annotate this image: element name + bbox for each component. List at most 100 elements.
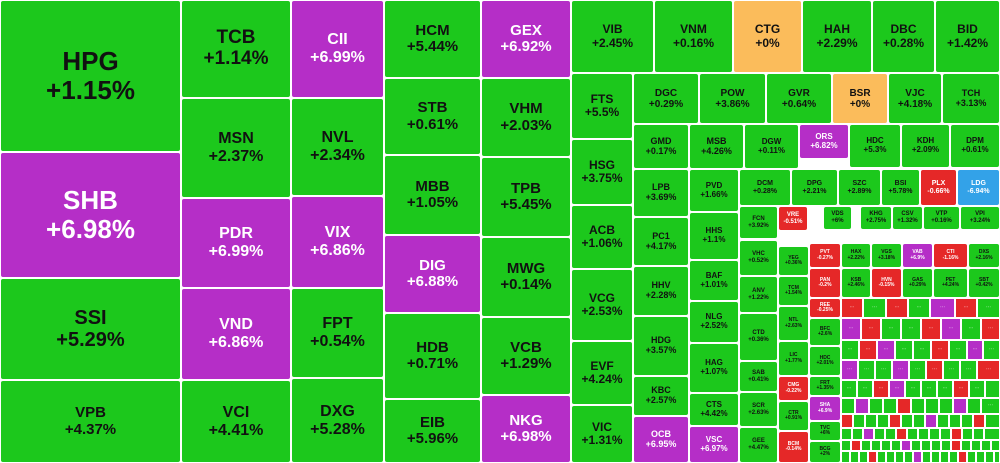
treemap-cell-tch-43[interactable]: TCH +3.13% — [942, 73, 1000, 124]
treemap-tiny-cell[interactable] — [951, 428, 962, 440]
treemap-tiny-cell[interactable] — [895, 451, 904, 463]
treemap-cell-shb-1[interactable]: SHB +6.98% — [0, 152, 181, 278]
treemap-tiny-cell[interactable] — [921, 440, 931, 451]
treemap-cell-vhc-71[interactable]: VHC +0.52% — [739, 240, 778, 276]
treemap-cell-vre-77[interactable]: VRE -0.51% — [778, 206, 808, 231]
treemap-tiny-cell[interactable]: ··· — [859, 340, 877, 360]
treemap-tiny-cell[interactable] — [940, 428, 951, 440]
treemap-tiny-cell[interactable] — [984, 428, 1000, 440]
treemap-tiny-cell[interactable]: ··· — [969, 380, 985, 398]
treemap-cell-vtp-81[interactable]: VTP +0.16% — [923, 206, 960, 230]
treemap-tiny-cell[interactable] — [901, 414, 913, 428]
treemap-cell-vix-11[interactable]: VIX +6.86% — [291, 196, 384, 288]
treemap-tiny-cell[interactable]: ··· — [858, 360, 875, 380]
treemap-tiny-cell[interactable]: ··· — [892, 360, 909, 380]
treemap-tiny-cell[interactable] — [874, 428, 885, 440]
treemap-cell-ntl-85[interactable]: NTL +2.63% — [778, 306, 809, 341]
treemap-tiny-cell[interactable]: ··· — [905, 380, 921, 398]
treemap-cell-dxs-95[interactable]: DXS +2.16% — [968, 243, 1000, 268]
treemap-cell-hax-91[interactable]: HAX +2.22% — [841, 243, 871, 268]
treemap-cell-vds-78[interactable]: VDS +6% — [823, 206, 852, 230]
treemap-cell-bsr-41[interactable]: BSR +0% — [832, 73, 888, 124]
treemap-cell-ors-47[interactable]: ORS +6.82% — [799, 124, 849, 159]
treemap-cell-cts-62[interactable]: CTS +4.42% — [689, 393, 739, 426]
treemap-tiny-cell[interactable]: ··· — [977, 298, 1000, 318]
treemap-tiny-cell[interactable] — [904, 451, 913, 463]
treemap-tiny-cell[interactable]: ··· — [955, 298, 977, 318]
treemap-tiny-cell[interactable] — [971, 440, 981, 451]
treemap-cell-kbc-55[interactable]: KBC +2.57% — [633, 376, 689, 416]
treemap-tiny-cell[interactable]: ··· — [908, 298, 930, 318]
treemap-cell-vgs-92[interactable]: VGS +3.18% — [871, 243, 902, 268]
treemap-tiny-cell[interactable] — [913, 414, 925, 428]
treemap-tiny-cell[interactable]: ··· — [937, 380, 953, 398]
treemap-tiny-cell[interactable] — [949, 451, 958, 463]
treemap-cell-sha-106[interactable]: SHA +6.9% — [809, 396, 841, 421]
treemap-tiny-cell[interactable] — [994, 451, 1000, 463]
treemap-tiny-cell[interactable]: ··· — [841, 318, 861, 340]
treemap-cell-pow-39[interactable]: POW +3.86% — [699, 73, 766, 124]
treemap-tiny-cell[interactable] — [973, 428, 984, 440]
treemap-cell-acb-34[interactable]: ACB +1.06% — [571, 205, 633, 269]
treemap-cell-ctd-73[interactable]: CTD +0.36% — [739, 313, 778, 361]
treemap-cell-dig-17[interactable]: DIG +6.88% — [384, 235, 481, 313]
treemap-tiny-cell[interactable]: ··· — [909, 360, 926, 380]
treemap-tiny-cell[interactable] — [841, 398, 855, 414]
treemap-tiny-cell[interactable]: ··· — [943, 360, 960, 380]
treemap-tiny-cell[interactable] — [925, 414, 937, 428]
treemap-cell-eib-19[interactable]: EIB +5.96% — [384, 399, 481, 463]
treemap-cell-vci-8[interactable]: VCI +4.41% — [181, 380, 291, 463]
treemap-cell-ctr-88[interactable]: CTR +0.91% — [778, 401, 809, 431]
treemap-cell-baf-59[interactable]: BAF +1.01% — [689, 260, 739, 301]
treemap-cell-nlg-60[interactable]: NLG +2.52% — [689, 301, 739, 343]
treemap-cell-sbt-101[interactable]: SBT +0.42% — [968, 268, 1000, 298]
treemap-cell-dbc-30[interactable]: DBC +0.28% — [872, 0, 935, 73]
treemap-cell-bcm-89[interactable]: BCM -0.14% — [778, 431, 809, 463]
treemap-cell-cti-94[interactable]: CTI -1.16% — [933, 243, 968, 268]
treemap-tiny-cell[interactable]: ··· — [921, 380, 937, 398]
treemap-cell-ocb-56[interactable]: OCB +6.95% — [633, 416, 689, 463]
treemap-tiny-cell[interactable] — [961, 440, 971, 451]
treemap-tiny-cell[interactable] — [889, 414, 901, 428]
treemap-cell-plx-68[interactable]: PLX -0.66% — [920, 169, 957, 206]
treemap-cell-hcm-14[interactable]: HCM +5.44% — [384, 0, 481, 78]
treemap-tiny-cell[interactable] — [886, 451, 895, 463]
treemap-tiny-cell[interactable] — [922, 451, 931, 463]
treemap-tiny-cell[interactable] — [973, 414, 985, 428]
treemap-cell-hpg-0[interactable]: HPG +1.15% — [0, 0, 181, 152]
treemap-tiny-cell[interactable]: ··· — [901, 318, 921, 340]
treemap-tiny-cell[interactable] — [859, 451, 868, 463]
treemap-tiny-cell[interactable]: ··· — [977, 360, 1000, 380]
treemap-cell-dgc-38[interactable]: DGC +0.29% — [633, 73, 699, 124]
treemap-tiny-cell[interactable] — [865, 414, 877, 428]
treemap-tiny-cell[interactable] — [949, 414, 961, 428]
treemap-tiny-cell[interactable]: ··· — [913, 340, 931, 360]
treemap-tiny-cell[interactable] — [925, 398, 939, 414]
treemap-cell-ksb-97[interactable]: KSB +2.46% — [841, 268, 871, 298]
treemap-tiny-cell[interactable]: ··· — [841, 298, 863, 318]
treemap-tiny-cell[interactable] — [939, 398, 953, 414]
treemap-cell-bcg-108[interactable]: BCG +2% — [809, 441, 841, 463]
treemap-tiny-cell[interactable] — [911, 398, 925, 414]
treemap-tiny-cell[interactable]: ··· — [941, 318, 961, 340]
treemap-cell-stb-15[interactable]: STB +0.61% — [384, 78, 481, 155]
treemap-tiny-cell[interactable] — [869, 398, 883, 414]
treemap-cell-dxg-13[interactable]: DXG +5.28% — [291, 378, 384, 463]
treemap-tiny-cell[interactable] — [896, 428, 907, 440]
treemap-tiny-cell[interactable]: ··· — [841, 340, 859, 360]
treemap-tiny-cell[interactable] — [850, 451, 859, 463]
treemap-tiny-cell[interactable] — [958, 451, 967, 463]
treemap-cell-ree-102[interactable]: REE -0.25% — [809, 298, 841, 318]
treemap-cell-ctg-28[interactable]: CTG +0% — [733, 0, 802, 73]
treemap-tiny-cell[interactable]: ··· — [983, 340, 1000, 360]
treemap-cell-mwg-23[interactable]: MWG +0.14% — [481, 237, 571, 317]
treemap-cell-evf-36[interactable]: EVF +4.24% — [571, 341, 633, 405]
treemap-cell-fcn-70[interactable]: FCN +3.92% — [739, 206, 778, 239]
treemap-cell-pan-96[interactable]: PAN -0.2% — [809, 268, 841, 298]
treemap-tiny-cell[interactable] — [852, 428, 863, 440]
treemap-cell-vic-37[interactable]: VIC +1.31% — [571, 405, 633, 463]
treemap-tiny-cell[interactable] — [851, 440, 861, 451]
treemap-tiny-cell[interactable]: ··· — [889, 380, 905, 398]
treemap-tiny-cell[interactable] — [940, 451, 949, 463]
treemap-tiny-cell[interactable] — [911, 440, 921, 451]
